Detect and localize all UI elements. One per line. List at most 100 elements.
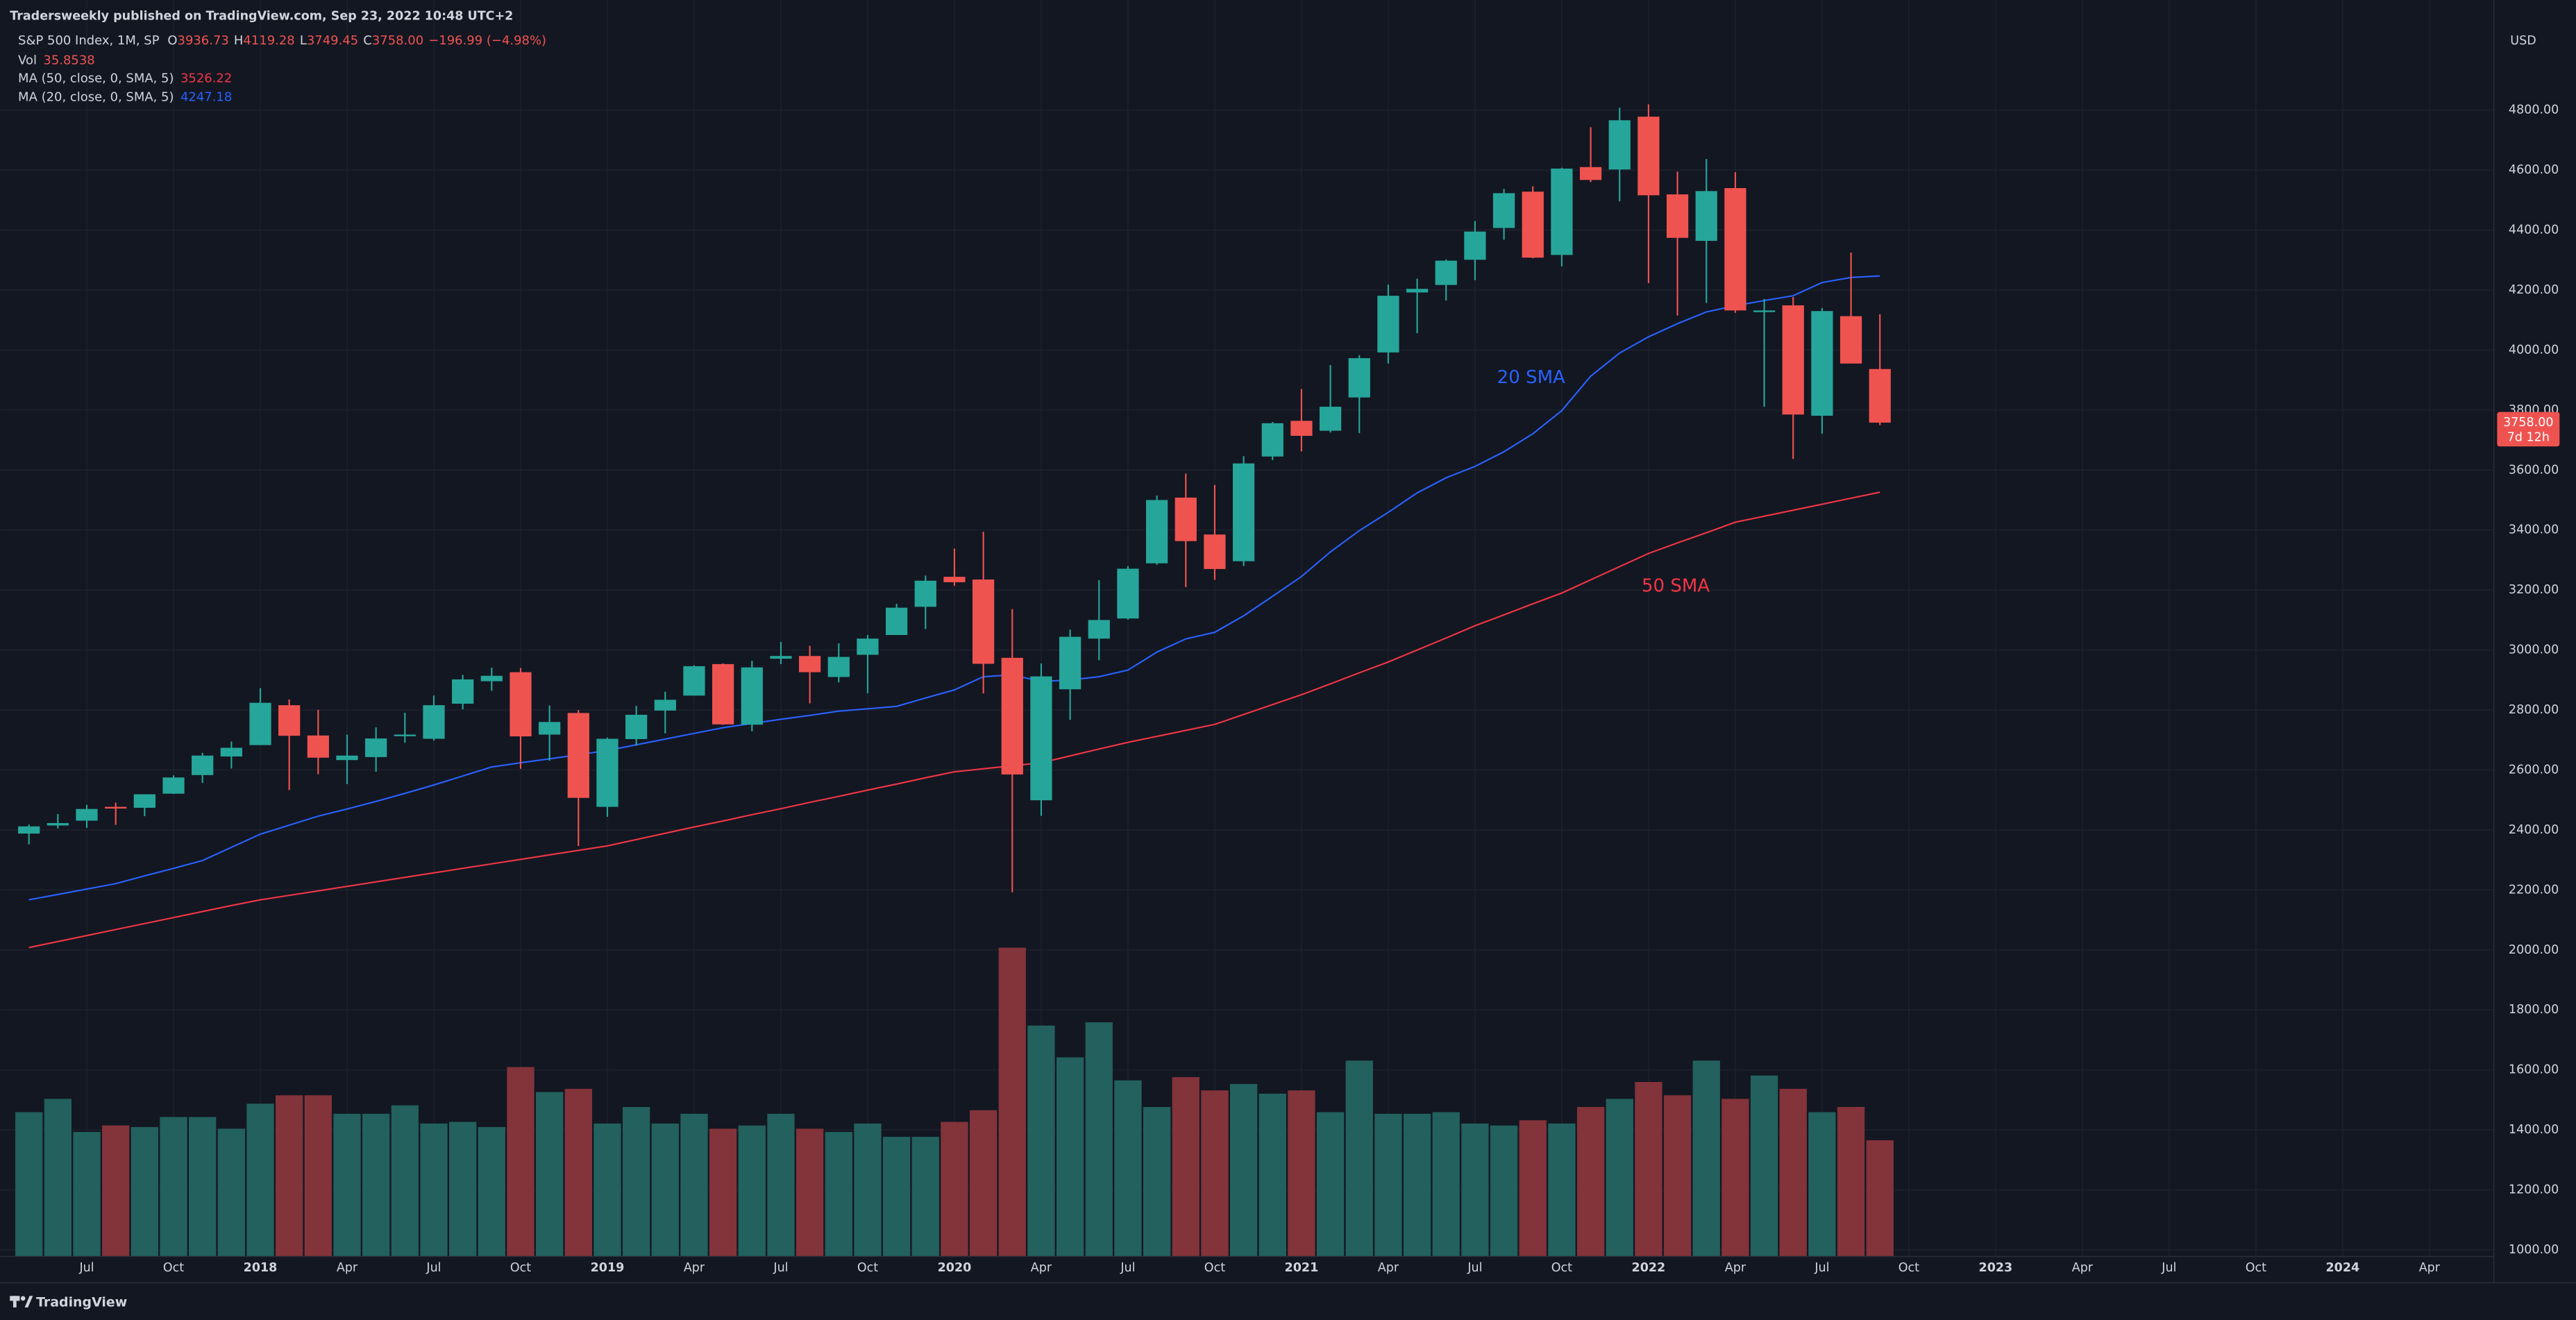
y-tick-label: 4000.00 bbox=[2509, 343, 2559, 357]
volume-bar bbox=[1837, 1107, 1865, 1257]
volume-bar bbox=[1548, 1123, 1576, 1257]
x-tick-label: Jul bbox=[1814, 1261, 1829, 1275]
annotation: 50 SMA bbox=[1642, 575, 1710, 596]
legend-ohlc-value: 3749.45 bbox=[307, 33, 358, 48]
candle-body bbox=[336, 755, 358, 761]
volume-bar bbox=[969, 1110, 997, 1257]
candle-body bbox=[827, 657, 850, 677]
candle-body bbox=[1840, 316, 1862, 364]
candle-body bbox=[133, 794, 155, 808]
y-tick-label: 2800.00 bbox=[2509, 703, 2559, 717]
volume-bar bbox=[767, 1113, 795, 1257]
candle-body bbox=[1638, 117, 1660, 196]
x-tick-label: 2019 bbox=[591, 1261, 625, 1275]
candle-body bbox=[567, 713, 589, 798]
volume-bar bbox=[1461, 1123, 1489, 1257]
x-tick-label: Oct bbox=[510, 1261, 531, 1275]
legend-ma-value: 3526.22 bbox=[180, 71, 232, 86]
candle-body bbox=[1117, 568, 1139, 619]
footer: TradingView bbox=[36, 1294, 127, 1310]
axes: 1000.00 1200.00 1400.00 1600.00 1800.00 2000.… bbox=[78, 103, 2560, 1275]
x-tick-label: Jul bbox=[78, 1261, 94, 1275]
volume-bar bbox=[1345, 1060, 1373, 1257]
candle-body bbox=[625, 714, 648, 739]
y-tick-label: 1800.00 bbox=[2509, 1003, 2559, 1017]
candle-body bbox=[510, 672, 532, 737]
volume-bar bbox=[1519, 1120, 1547, 1257]
volume-bar bbox=[1374, 1113, 1402, 1257]
last-price-box bbox=[2497, 412, 2560, 447]
volume-bar bbox=[651, 1123, 679, 1257]
legend-ohlc-label: O bbox=[167, 33, 177, 48]
y-tick-label: 3200.00 bbox=[2509, 583, 2559, 597]
volume-bar bbox=[709, 1128, 737, 1257]
y-tick-label: 1400.00 bbox=[2509, 1123, 2559, 1137]
volume-bar bbox=[362, 1113, 390, 1257]
volume-bar bbox=[1316, 1112, 1345, 1257]
x-tick-label: Jul bbox=[1120, 1261, 1135, 1275]
candle-body bbox=[394, 734, 416, 736]
candle-body bbox=[683, 666, 705, 696]
volume-bar bbox=[1692, 1060, 1720, 1257]
legend-volume-value: 35.8538 bbox=[43, 53, 94, 68]
annotation: 20 SMA bbox=[1497, 367, 1565, 388]
candle-body bbox=[76, 809, 98, 821]
ma-line bbox=[28, 491, 1880, 949]
volume-bar bbox=[680, 1113, 708, 1257]
y-tick-label: 2600.00 bbox=[2509, 763, 2559, 777]
candle-body bbox=[105, 806, 127, 809]
candle-body bbox=[1348, 358, 1370, 398]
volume-bar bbox=[304, 1095, 332, 1257]
volume-bar bbox=[1258, 1093, 1286, 1257]
ma-line bbox=[28, 275, 1880, 901]
x-tick-label: Apr bbox=[2072, 1261, 2094, 1275]
candle-body bbox=[799, 656, 821, 672]
volume-bar bbox=[1288, 1090, 1315, 1257]
candle-body bbox=[18, 826, 40, 834]
candle-body bbox=[886, 607, 908, 635]
volume-bar bbox=[1490, 1125, 1518, 1257]
volume-bar bbox=[882, 1137, 911, 1257]
volume-bar bbox=[1663, 1095, 1692, 1257]
x-tick-label: Oct bbox=[857, 1261, 878, 1275]
volume-bar bbox=[1403, 1113, 1431, 1257]
candle-body bbox=[480, 675, 503, 682]
candle-body bbox=[1492, 193, 1515, 228]
y-tick-label: 1000.00 bbox=[2509, 1243, 2559, 1257]
volume-bar bbox=[1143, 1107, 1171, 1257]
y-tick-label: 3000.00 bbox=[2509, 643, 2559, 657]
volume-bar bbox=[391, 1105, 419, 1257]
candle-body bbox=[1059, 636, 1081, 690]
x-tick-label: Apr bbox=[1725, 1261, 1746, 1275]
x-tick-label: Jul bbox=[2161, 1261, 2176, 1275]
volume-bar bbox=[536, 1092, 564, 1257]
candle-body bbox=[1608, 120, 1631, 170]
legend: 20 SMA 50 SMA S&P 500 Index, 1M, SP O3936.7… bbox=[18, 33, 1710, 596]
x-tick-label: 2024 bbox=[2325, 1261, 2359, 1275]
candle-body bbox=[278, 705, 301, 736]
candle-body bbox=[365, 738, 387, 757]
legend-main: S&P 500 Index, 1M, SP O3936.73 H4119.28 L37… bbox=[18, 33, 546, 48]
legend-volume: Vol 35.8538 bbox=[18, 53, 95, 68]
volume-bar bbox=[1027, 1025, 1055, 1257]
legend-change: −196.99 (−4.98%) bbox=[428, 33, 546, 48]
legend-ohlc-value: 3936.73 bbox=[178, 33, 229, 48]
volume-bar bbox=[1808, 1112, 1836, 1257]
candle-body bbox=[423, 705, 445, 739]
legend-ma-value: 4247.18 bbox=[180, 90, 232, 104]
candle-body bbox=[1261, 423, 1283, 457]
x-tick-label: 2018 bbox=[244, 1261, 278, 1275]
x-tick-label: Jul bbox=[1467, 1261, 1482, 1275]
volume-bar bbox=[1201, 1090, 1229, 1257]
legend-title: S&P 500 Index, 1M, SP bbox=[18, 33, 160, 48]
volume-bar bbox=[73, 1132, 101, 1257]
volume-bar bbox=[825, 1132, 852, 1257]
legend-ohlc-value: 3758.00 bbox=[372, 33, 423, 48]
volume-bar bbox=[189, 1117, 217, 1257]
volume-bar bbox=[564, 1088, 592, 1257]
x-tick-label: Jul bbox=[773, 1261, 788, 1275]
y-tick-label: 2400.00 bbox=[2509, 823, 2559, 837]
candle-body bbox=[1666, 194, 1689, 238]
y-tick-label: 1600.00 bbox=[2509, 1063, 2559, 1077]
x-tick-label: 2023 bbox=[1979, 1261, 2013, 1275]
